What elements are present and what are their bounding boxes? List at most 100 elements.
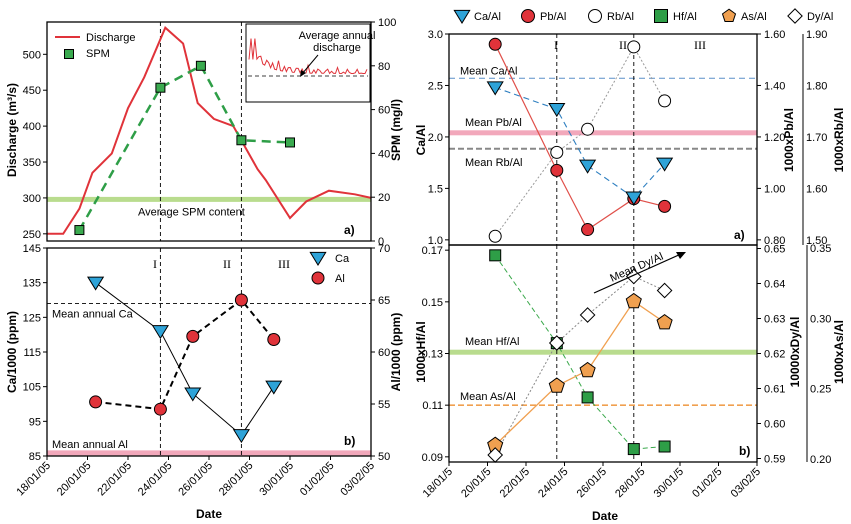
ca-al-point xyxy=(625,191,643,206)
mean-dy-arrow xyxy=(593,253,682,294)
spm-point xyxy=(74,225,85,236)
al-axis-tick-label: 55 xyxy=(378,399,390,411)
legend-label-pb-al: Pb/Al xyxy=(540,11,566,23)
dy-al-axis-tick-label: 0.59 xyxy=(764,454,785,466)
ca-al-point xyxy=(656,157,674,172)
mean-hf-al-label: Mean Hf/Al xyxy=(465,336,519,348)
spm-point xyxy=(285,137,295,148)
date-axis-left-tick-label: 20/01/05 xyxy=(55,460,94,499)
as-al-axis-tick-label: 0.20 xyxy=(810,454,831,466)
mean-al-band xyxy=(47,450,371,456)
ca-point xyxy=(87,276,105,291)
date-axis-left-tick-label: 03/02/05 xyxy=(338,460,377,499)
plot-frame-a xyxy=(46,21,372,242)
rb-al-line xyxy=(494,45,666,237)
hf-al-axis-label: 1000xHf/Al xyxy=(414,321,428,382)
al-point xyxy=(89,395,103,409)
al-point xyxy=(267,333,281,347)
date-axis-label-right: Date xyxy=(592,509,618,523)
zone-label: III xyxy=(278,257,290,271)
ca-point xyxy=(151,325,169,340)
dy-al-point xyxy=(656,282,673,299)
ca-point xyxy=(232,429,250,444)
pb-al-axis-label: 1000xPb/Al xyxy=(782,108,796,172)
zone-label: III xyxy=(694,38,706,52)
ca-axis-tick-label: 125 xyxy=(23,312,41,324)
rb-al-point xyxy=(658,94,672,108)
discharge-axis-tick-label: 500 xyxy=(23,49,41,61)
as-al-point xyxy=(656,313,673,330)
ca-al-axis-tick-label: 2.5 xyxy=(428,80,443,92)
dy-al-axis-tick-label: 0.62 xyxy=(764,349,785,361)
panel-label-ra: a) xyxy=(734,228,745,242)
date-axis-right-tick-label: 26/01/5 xyxy=(575,466,609,500)
legend-label-ca-al: Ca/Al xyxy=(474,11,501,23)
ca-axis-tick-label: 85 xyxy=(29,451,41,463)
dy-al-point xyxy=(579,307,596,323)
al-axis-tick-label: 65 xyxy=(378,295,390,307)
pb-al-point xyxy=(488,37,502,51)
mean-dy-arrow-head xyxy=(676,252,686,259)
al-axis-tick-label: 60 xyxy=(378,347,390,359)
al-axis-label: Al/1000 (ppm) xyxy=(389,313,403,392)
ca-al-point xyxy=(579,159,597,174)
rb-al-axis-label: 1000xRb/Al xyxy=(832,108,846,173)
inset-frame xyxy=(245,23,371,103)
rb-al-point xyxy=(550,145,564,159)
date-axis-left-tick-label: 18/01/05 xyxy=(14,460,53,499)
hf-al-point xyxy=(489,249,502,262)
hf-al-point xyxy=(581,391,594,404)
ca-al-axis-tick-label: 2.0 xyxy=(428,132,443,144)
ca-axis-tick-label: 145 xyxy=(23,243,41,255)
pb-al-point xyxy=(658,199,672,213)
legend-spm-label: SPM xyxy=(86,48,110,60)
ca-al-axis-tick-label: 3.0 xyxy=(428,29,443,41)
spm-axis-tick-label: 80 xyxy=(378,61,390,73)
hf-al-axis-tick-label: 0.13 xyxy=(422,349,443,361)
mean-pb-al-band xyxy=(449,130,757,136)
legend-label-dy-al: Dy/Al xyxy=(807,11,833,23)
ca-al-axis-tick-label: 1.0 xyxy=(428,235,443,247)
mean-al-label: Mean annual Al xyxy=(52,439,128,451)
inset-label-2: discharge xyxy=(313,42,361,54)
legend-label-rb-al: Rb/Al xyxy=(607,11,634,23)
rb-al-axis-tick-label: 1.60 xyxy=(806,183,827,195)
pb-al-axis-tick-label: 1.60 xyxy=(764,29,785,41)
rb-al-point xyxy=(488,229,502,243)
dy-al-point xyxy=(548,335,565,351)
spm-axis-tick-label: 0 xyxy=(378,236,384,248)
ca-axis-tick-label: 95 xyxy=(29,416,41,428)
date-axis-right-tick-label: 01/02/5 xyxy=(690,466,724,500)
panel-label-rb: b) xyxy=(739,444,750,458)
al-axis-tick-label: 50 xyxy=(378,451,390,463)
date-axis-right-tick-label: 24/01/5 xyxy=(536,466,570,500)
legend-marker-as-al xyxy=(721,8,737,22)
as-al-axis-tick-label: 0.30 xyxy=(810,313,831,325)
dy-al-axis-tick-label: 0.60 xyxy=(764,419,785,431)
ca-axis-tick-label: 115 xyxy=(23,347,41,359)
pb-al-axis-tick-label: 0.80 xyxy=(764,235,785,247)
inset-label-1: Average annual xyxy=(299,30,376,42)
ca-point xyxy=(184,387,202,402)
average-spm-label: Average SPM content xyxy=(138,206,245,218)
mean-ca-al-label: Mean Ca/Al xyxy=(460,65,517,77)
legend-al-marker xyxy=(311,271,325,285)
discharge-axis-tick-label: 450 xyxy=(23,85,41,97)
date-axis-right-tick-label: 20/01/5 xyxy=(459,466,493,500)
pb-al-axis-tick-label: 1.00 xyxy=(764,183,785,195)
mean-rb-al-label: Mean Rb/Al xyxy=(465,157,522,169)
as-al-point xyxy=(625,292,642,309)
spm-axis-tick-label: 40 xyxy=(378,148,390,160)
as-al-point xyxy=(579,361,596,378)
date-axis-left-tick-label: 28/01/05 xyxy=(217,460,256,499)
date-axis-left-tick-label: 01/02/05 xyxy=(298,460,337,499)
legend-spm-marker xyxy=(64,49,74,59)
inset-discharge-line xyxy=(248,38,368,75)
as-al-axis-label: 1000xAs/Al xyxy=(832,320,846,384)
al-point xyxy=(186,329,200,343)
legend-marker-dy-al xyxy=(787,8,803,24)
discharge-line xyxy=(47,26,372,235)
inset-arrow-head xyxy=(300,70,306,77)
panel-label-b: b) xyxy=(344,434,355,448)
